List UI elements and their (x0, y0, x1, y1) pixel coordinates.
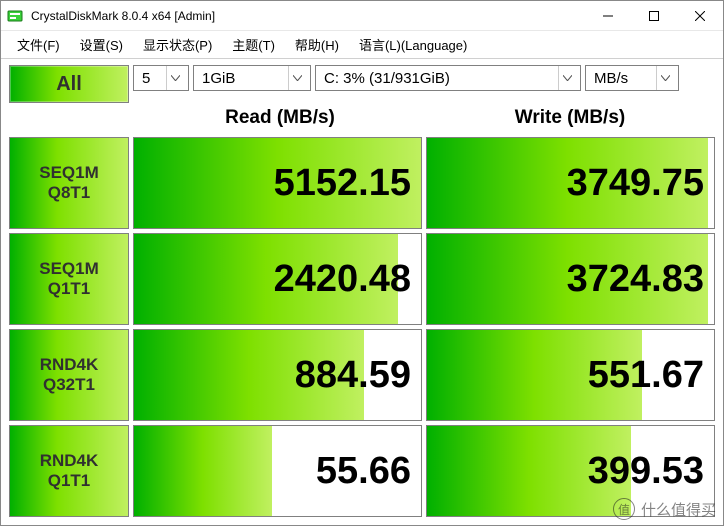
test-button[interactable]: RND4KQ1T1 (9, 425, 129, 517)
result-row: RND4KQ1T1 55.66 399.53 (9, 425, 715, 517)
menu-file[interactable]: 文件(F) (9, 33, 68, 56)
test-label-1: RND4K (40, 355, 99, 375)
read-value: 55.66 (316, 450, 411, 493)
runs-select[interactable]: 5 (133, 65, 189, 91)
app-window: CrystalDiskMark 8.0.4 x64 [Admin] 文件(F) … (0, 0, 724, 526)
test-label-1: SEQ1M (39, 163, 99, 183)
test-button[interactable]: SEQ1MQ1T1 (9, 233, 129, 325)
read-value: 5152.15 (274, 162, 411, 205)
titlebar: CrystalDiskMark 8.0.4 x64 [Admin] (1, 1, 723, 31)
write-value-cell: 551.67 (426, 329, 715, 421)
write-header: Write (MB/s) (425, 107, 715, 137)
menu-settings[interactable]: 设置(S) (72, 33, 131, 56)
menu-display[interactable]: 显示状态(P) (135, 33, 220, 56)
test-label-2: Q32T1 (43, 375, 95, 395)
test-label-2: Q1T1 (48, 279, 91, 299)
test-label-1: SEQ1M (39, 259, 99, 279)
test-label-2: Q8T1 (48, 183, 91, 203)
write-value-cell: 3749.75 (426, 137, 715, 229)
window-controls (585, 1, 723, 30)
read-value: 2420.48 (274, 258, 411, 301)
maximize-button[interactable] (631, 1, 677, 30)
result-row: RND4KQ32T1 884.59 551.67 (9, 329, 715, 421)
read-header: Read (MB/s) (135, 107, 425, 137)
chevron-down-icon (166, 66, 184, 90)
results-grid: SEQ1MQ8T15152.153749.75SEQ1MQ1T12420.483… (1, 137, 723, 525)
write-value: 3724.83 (567, 258, 704, 301)
chevron-down-icon (558, 66, 576, 90)
chevron-down-icon (656, 66, 674, 90)
read-value-cell: 2420.48 (133, 233, 422, 325)
minimize-button[interactable] (585, 1, 631, 30)
test-button[interactable]: SEQ1MQ8T1 (9, 137, 129, 229)
watermark-text: 什么值得买 (641, 499, 716, 520)
unit-value: MB/s (594, 70, 628, 87)
column-headers: Read (MB/s) Write (MB/s) (1, 107, 723, 137)
close-button[interactable] (677, 1, 723, 30)
run-all-button[interactable]: All (9, 65, 129, 103)
read-value-cell: 55.66 (133, 425, 422, 517)
drive-select[interactable]: C: 3% (31/931GiB) (315, 65, 581, 91)
app-icon (7, 8, 23, 24)
size-value: 1GiB (202, 70, 235, 87)
read-fill-bar (134, 426, 272, 516)
chevron-down-icon (288, 66, 306, 90)
watermark: 值 什么值得买 (613, 498, 716, 520)
result-row: SEQ1MQ1T1 2420.48 3724.83 (9, 233, 715, 325)
test-label-2: Q1T1 (48, 471, 91, 491)
controls-row: All 5 1GiB C: 3% (31/931GiB) MB/s (1, 59, 723, 107)
menubar: 文件(F) 设置(S) 显示状态(P) 主题(T) 帮助(H) 语言(L)(La… (1, 31, 723, 59)
read-value: 884.59 (295, 354, 411, 397)
size-select[interactable]: 1GiB (193, 65, 311, 91)
menu-theme[interactable]: 主题(T) (224, 33, 283, 56)
write-value: 3749.75 (567, 162, 704, 205)
test-label-1: RND4K (40, 451, 99, 471)
window-title: CrystalDiskMark 8.0.4 x64 [Admin] (31, 9, 585, 23)
watermark-icon: 值 (613, 498, 635, 520)
read-value-cell: 5152.15 (133, 137, 422, 229)
test-button[interactable]: RND4KQ32T1 (9, 329, 129, 421)
write-value: 551.67 (588, 354, 704, 397)
menu-language[interactable]: 语言(L)(Language) (351, 33, 475, 56)
write-value: 399.53 (588, 450, 704, 493)
result-row: SEQ1MQ8T1 5152.15 3749.75 (9, 137, 715, 229)
menu-help[interactable]: 帮助(H) (287, 33, 347, 56)
read-value-cell: 884.59 (133, 329, 422, 421)
drive-value: C: 3% (31/931GiB) (324, 70, 450, 87)
write-value-cell: 3724.83 (426, 233, 715, 325)
runs-value: 5 (142, 70, 150, 87)
unit-select[interactable]: MB/s (585, 65, 679, 91)
